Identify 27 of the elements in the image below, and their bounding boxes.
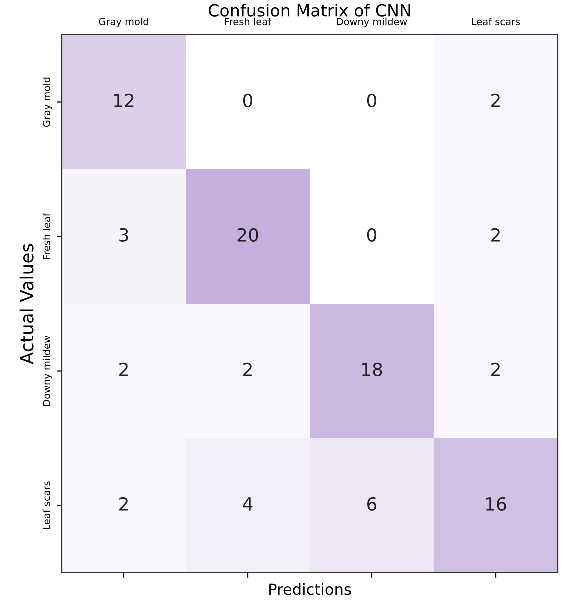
data-label: 18 bbox=[362, 362, 382, 376]
data-label: 2 bbox=[492, 362, 500, 376]
y-axis-title: Actual Values bbox=[20, 244, 34, 365]
data-label: 0 bbox=[243, 94, 253, 108]
data-label: 0 bbox=[367, 228, 377, 242]
data-label: 20 bbox=[238, 228, 258, 242]
data-label: 16 bbox=[486, 497, 506, 511]
data-label: 6 bbox=[368, 497, 377, 511]
x-tick-label: Gray mold bbox=[99, 18, 148, 28]
data-label: 2 bbox=[120, 362, 128, 376]
data-label: 3 bbox=[120, 228, 128, 242]
data-label: 12 bbox=[114, 94, 134, 108]
x-tick-label: Downy mildew bbox=[337, 18, 408, 28]
x-tick-label: Fresh leaf bbox=[225, 18, 272, 26]
data-label: 0 bbox=[367, 94, 377, 108]
data-label: 2 bbox=[244, 362, 252, 376]
chart-title: Confusion Matrix of CNN bbox=[208, 4, 410, 17]
data-label: 4 bbox=[243, 498, 253, 511]
data-label: 2 bbox=[492, 228, 500, 242]
y-tick-label: Downy mildew bbox=[42, 336, 52, 406]
x-tick-label: Leaf scars bbox=[472, 18, 520, 26]
data-label: 2 bbox=[492, 94, 500, 108]
y-tick-label: Gray mold bbox=[42, 78, 52, 128]
y-tick-label: Fresh leaf bbox=[42, 213, 50, 260]
y-tick-label: Leaf scars bbox=[42, 482, 50, 530]
data-label: 2 bbox=[120, 497, 128, 511]
x-axis-title: Predictions bbox=[270, 583, 352, 596]
